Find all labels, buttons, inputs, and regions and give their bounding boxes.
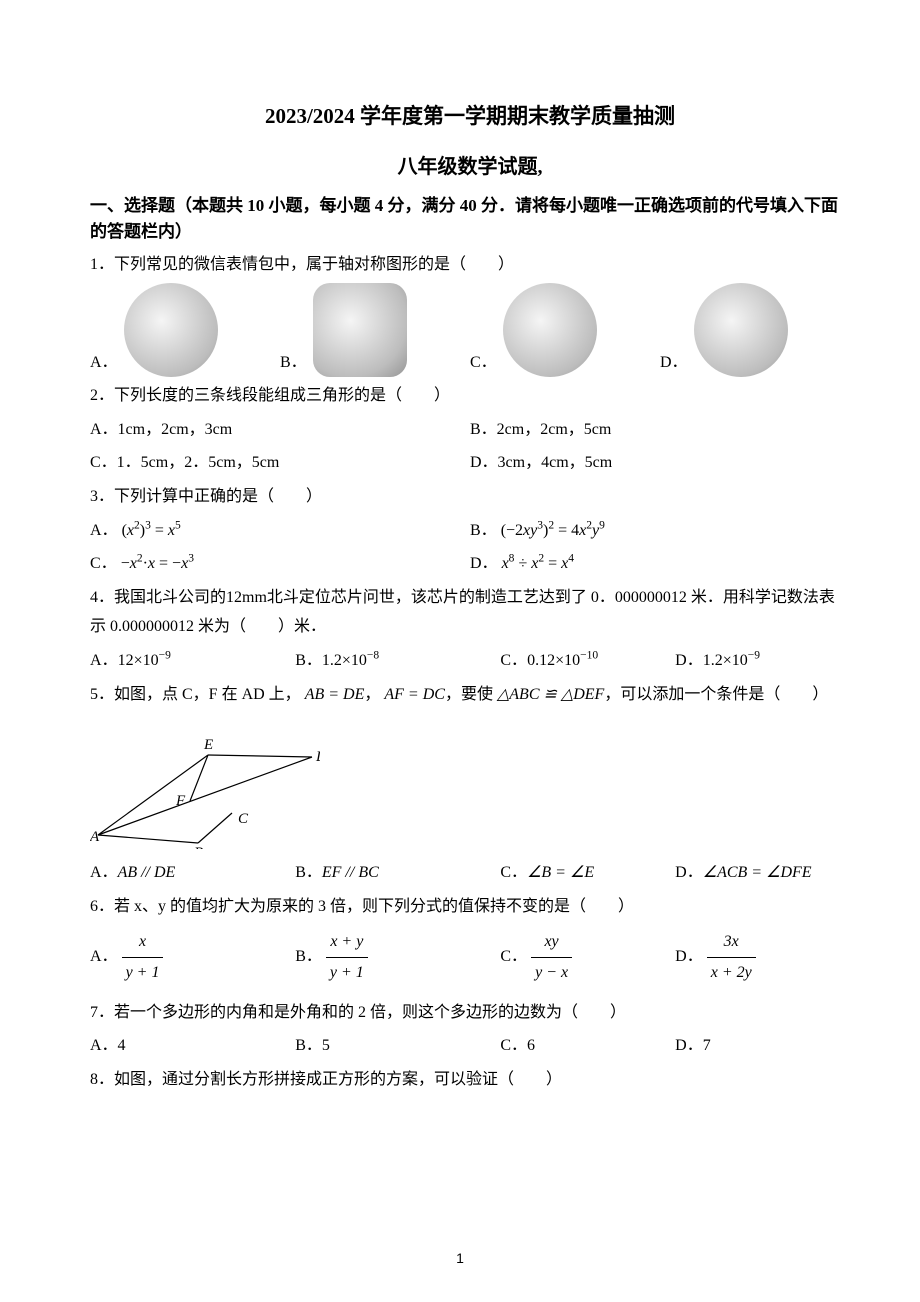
q7-opt-d: D．7 [675, 1031, 850, 1061]
svg-text:B: B [194, 845, 203, 849]
svg-text:F: F [175, 793, 186, 809]
q6-stem: 6．若 x、y 的值均扩大为原来的 3 倍，则下列分式的值保持不变的是（ ） [90, 892, 850, 922]
emoji-smile-icon [124, 283, 218, 377]
q5-opt-c: C．∠B = ∠E [500, 858, 675, 888]
section-1-heading: 一、选择题（本题共 10 小题，每小题 4 分，满分 40 分．请将每小题唯一正… [90, 193, 850, 246]
page-number: 1 [0, 1250, 920, 1266]
q4-opts: A．12×10−9 B．1.2×10−8 C．0.12×10−10 D．1.2×… [90, 646, 850, 676]
q8-stem: 8．如图，通过分割长方形拼接成正方形的方案，可以验证（ ） [90, 1065, 850, 1095]
q6-opt-a: A． xy + 1 [90, 927, 295, 987]
q7-opt-b: B．5 [295, 1031, 500, 1061]
q3-opt-c: C． −x2·x = −x3 [90, 549, 470, 579]
q3-opts-row2: C． −x2·x = −x3 D． x8 ÷ x2 = x4 [90, 549, 850, 579]
q1-opt-d-label: D． [660, 348, 688, 378]
q3-stem: 3．下列计算中正确的是（ ） [90, 482, 850, 512]
q7-stem: 7．若一个多边形的内角和是外角和的 2 倍，则这个多边形的边数为（ ） [90, 998, 850, 1028]
q1-opt-a-label: A． [90, 348, 118, 378]
q2-opt-d: D．3cm，4cm，5cm [470, 448, 850, 478]
geometry-diagram-icon: A B C D E F [90, 715, 320, 849]
q1-stem: 1．下列常见的微信表情包中，属于轴对称图形的是（ ） [90, 250, 850, 280]
q7-opts: A．4 B．5 C．6 D．7 [90, 1031, 850, 1061]
q4-stem: 4．我国北斗公司的12mm北斗定位芯片问世，该芯片的制造工艺达到了 0．0000… [90, 583, 850, 642]
title-main: 2023/2024 学年度第一学期期末教学质量抽测 [90, 100, 850, 130]
q2-opt-c: C．1．5cm，2．5cm，5cm [90, 448, 470, 478]
q3-opts-row1: A． (x2)3 = x5 B． (−2xy3)2 = 4x2y9 [90, 516, 850, 546]
q5-opt-b: B．EF // BC [295, 858, 500, 888]
q3-opt-d: D． x8 ÷ x2 = x4 [470, 549, 850, 579]
q5-opts: A．AB // DE B．EF // BC C．∠B = ∠E D．∠ACB =… [90, 858, 850, 888]
q1-opt-c-label: C． [470, 348, 497, 378]
q5-opt-d: D．∠ACB = ∠DFE [675, 858, 850, 888]
svg-text:E: E [203, 737, 213, 753]
q2-opts-row2: C．1．5cm，2．5cm，5cm D．3cm，4cm，5cm [90, 448, 850, 478]
q2-opt-b: B．2cm，2cm，5cm [470, 415, 850, 445]
q6-opt-b: B． x + yy + 1 [295, 927, 500, 987]
q6-opt-c: C． xyy − x [500, 927, 675, 987]
svg-text:D: D [315, 749, 320, 765]
q4-opt-d: D．1.2×10−9 [675, 646, 850, 676]
emoji-facepalm-icon [313, 283, 407, 377]
q5-stem: 5．如图，点 C，F 在 AD 上， AB = DE， AF = DC，要使 △… [90, 680, 850, 710]
q7-opt-c: C．6 [500, 1031, 675, 1061]
svg-text:C: C [238, 811, 249, 827]
q5-opt-a: A．AB // DE [90, 858, 295, 888]
q3-opt-a: A． (x2)3 = x5 [90, 516, 470, 546]
q4-opt-c: C．0.12×10−10 [500, 646, 675, 676]
emoji-eyeroll-icon [694, 283, 788, 377]
q5-figure: A B C D E F [90, 715, 850, 854]
q6-opts: A． xy + 1 B． x + yy + 1 C． xyy − x D． 3x… [90, 927, 850, 987]
q4-opt-b: B．1.2×10−8 [295, 646, 500, 676]
q2-opts-row1: A．1cm，2cm，3cm B．2cm，2cm，5cm [90, 415, 850, 445]
q2-opt-a: A．1cm，2cm，3cm [90, 415, 470, 445]
emoji-smirk-icon [503, 283, 597, 377]
svg-text:A: A [90, 829, 100, 845]
title-sub: 八年级数学试题, [90, 150, 850, 179]
q3-opt-b: B． (−2xy3)2 = 4x2y9 [470, 516, 850, 546]
q7-opt-a: A．4 [90, 1031, 295, 1061]
q6-opt-d: D． 3xx + 2y [675, 927, 850, 987]
q2-stem: 2．下列长度的三条线段能组成三角形的是（ ） [90, 381, 850, 411]
q4-opt-a: A．12×10−9 [90, 646, 295, 676]
q1-opt-b-label: B． [280, 348, 307, 378]
q1-options: A． B． C． D． [90, 283, 850, 377]
